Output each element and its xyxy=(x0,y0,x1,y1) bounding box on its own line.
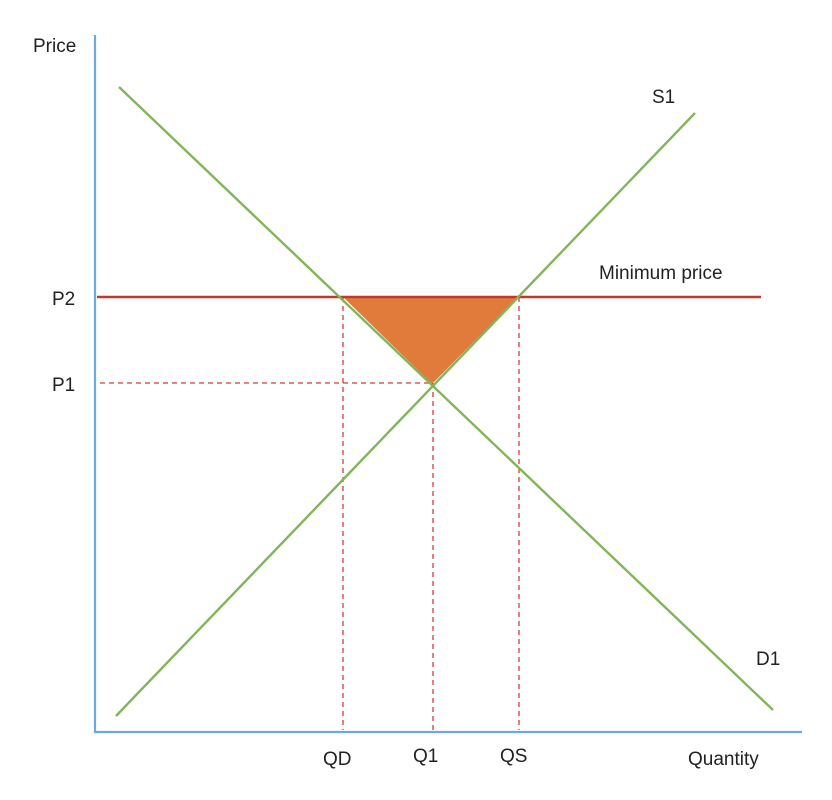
y-axis-label: Price xyxy=(33,36,76,57)
supply-curve-label: S1 xyxy=(652,87,675,108)
supply-curve-s1 xyxy=(115,112,696,717)
demand-curve-d1 xyxy=(118,86,774,711)
p1-label: P1 xyxy=(52,375,75,396)
q1-label: Q1 xyxy=(413,746,438,767)
qd-label: QD xyxy=(323,749,352,770)
p2-label: P2 xyxy=(52,289,75,310)
excess-supply-area xyxy=(343,297,518,384)
x-axis-label: Quantity xyxy=(688,749,759,770)
demand-curve-label: D1 xyxy=(756,649,780,670)
qs-label: QS xyxy=(500,746,527,767)
minimum-price-label: Minimum price xyxy=(599,263,723,284)
guide-lines xyxy=(100,297,520,730)
